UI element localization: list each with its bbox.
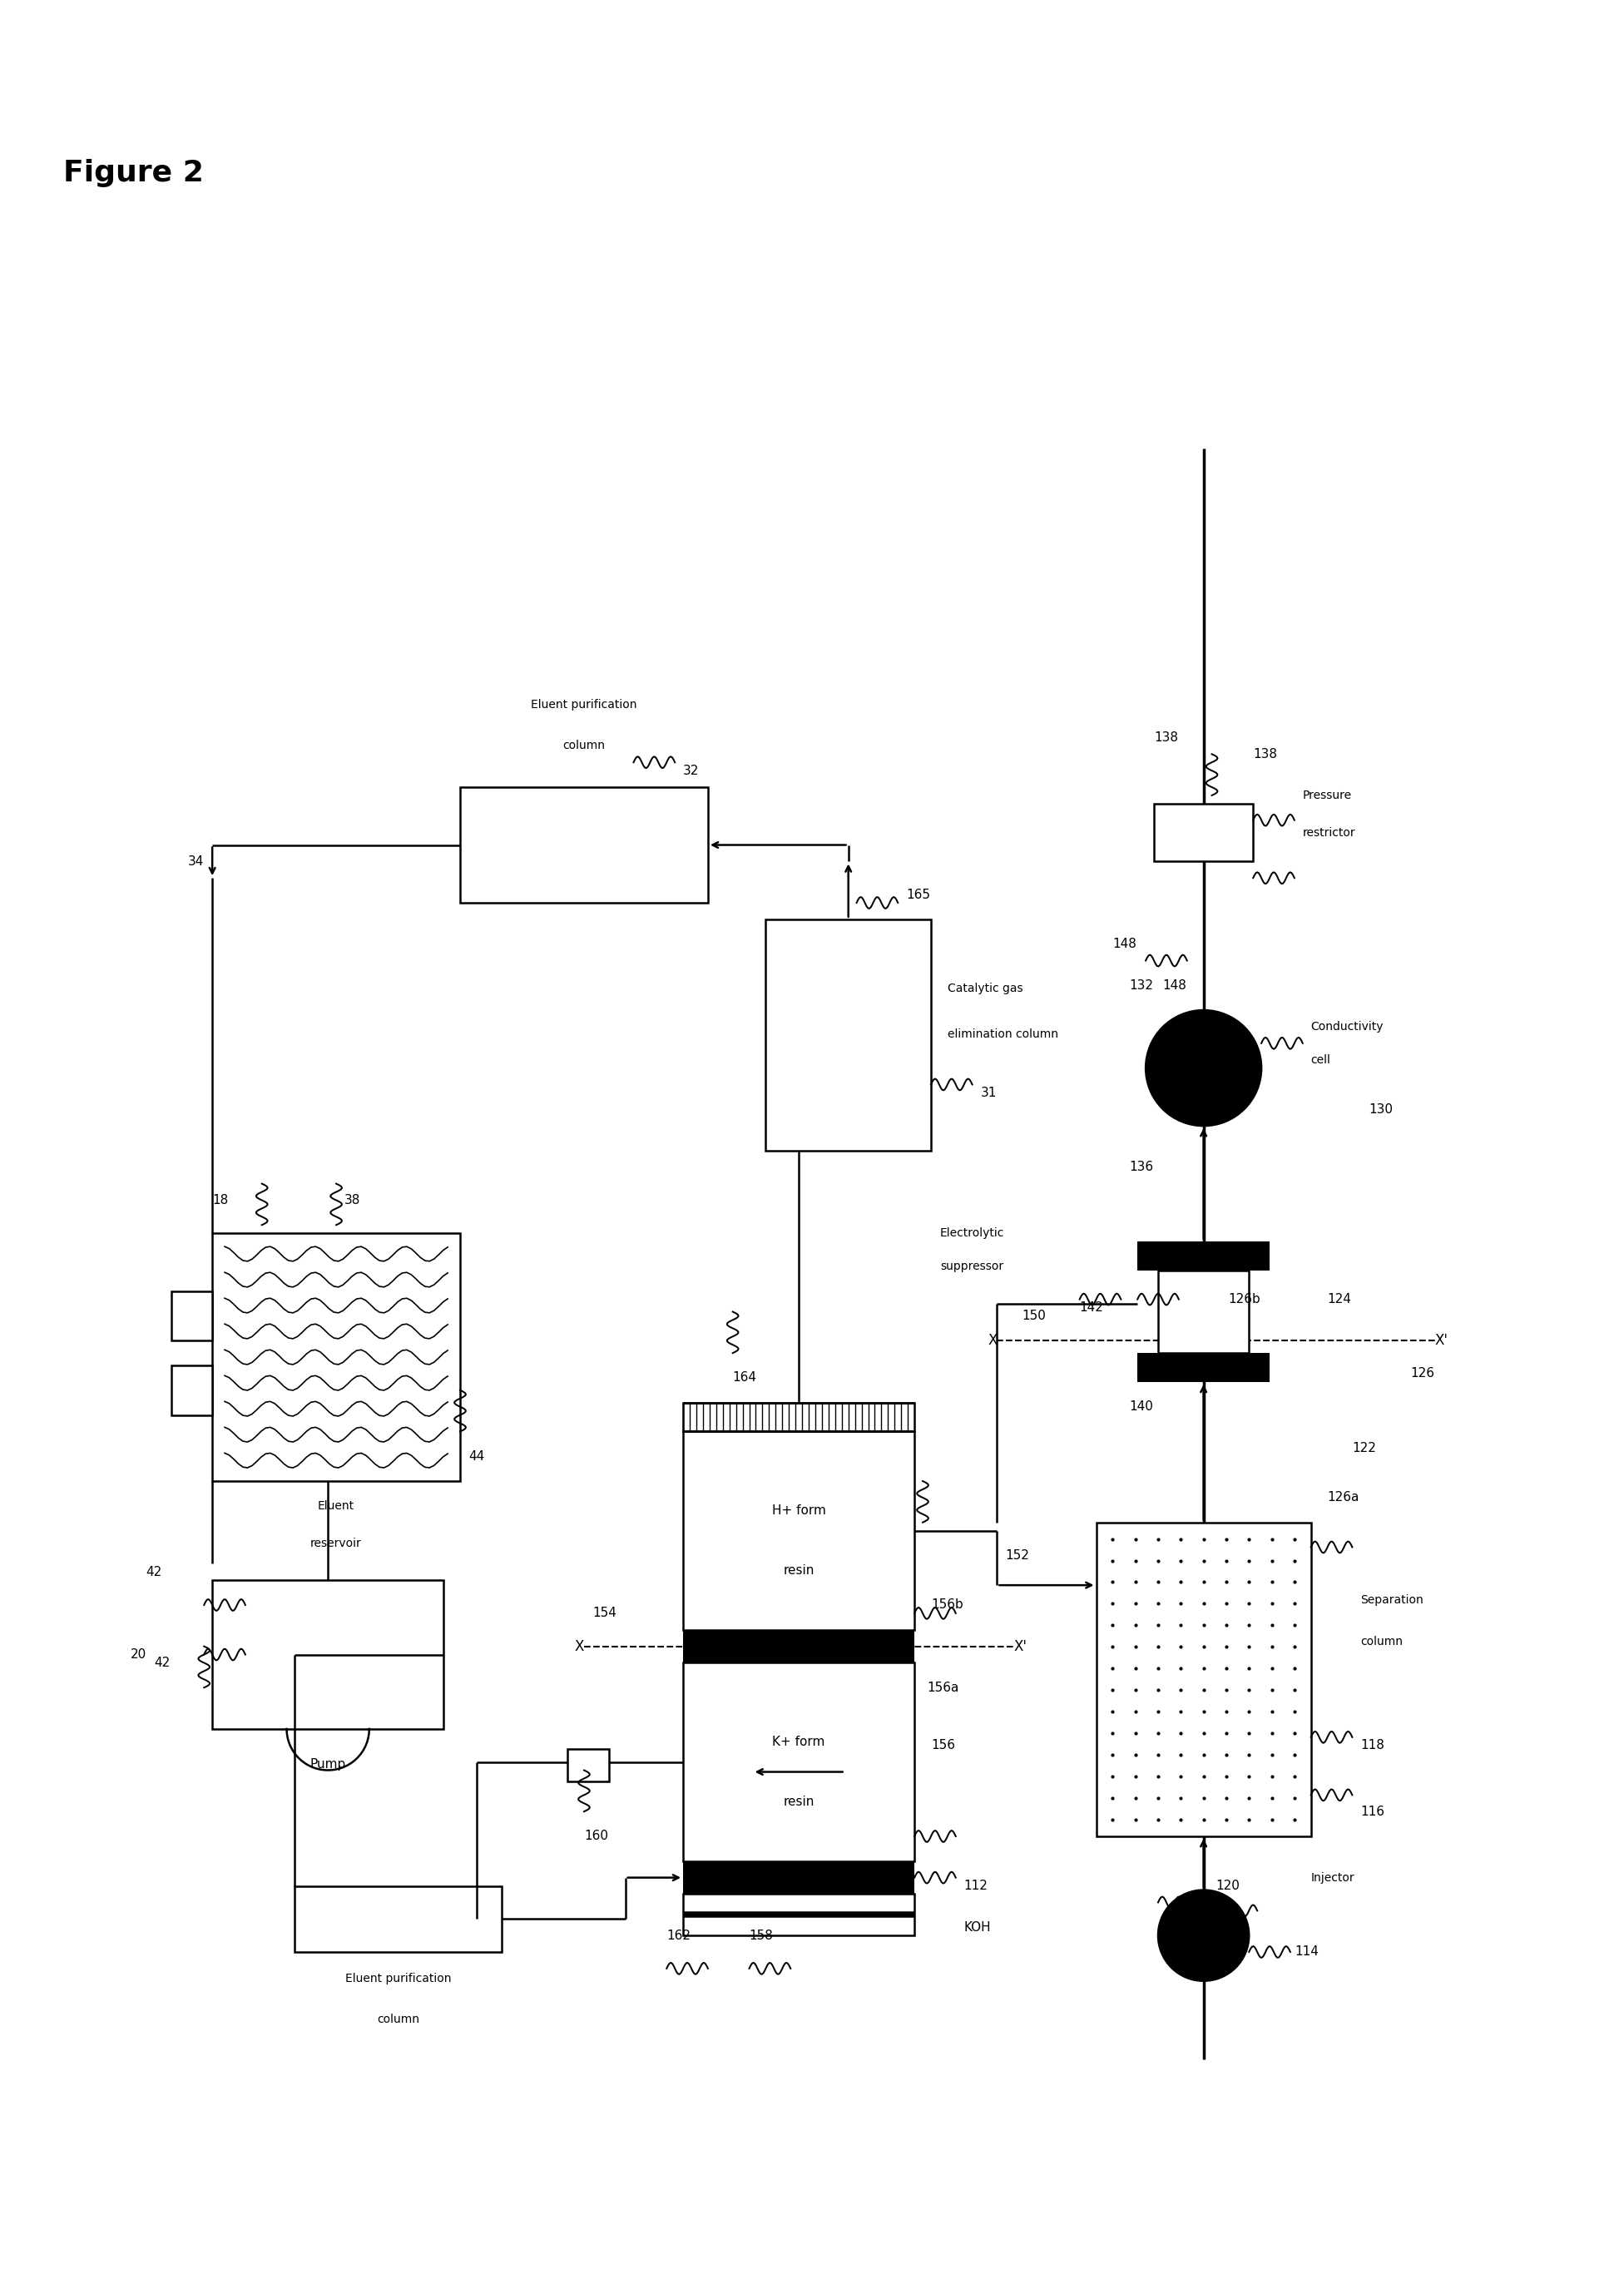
Text: resin: resin [783, 1565, 814, 1576]
Text: H+ form: H+ form [771, 1505, 825, 1517]
Bar [684, 1630, 914, 1662]
Text: 158: 158 [749, 1928, 773, 1942]
Text: Eluent purification: Eluent purification [531, 698, 637, 709]
Text: 148: 148 [1163, 980, 1186, 991]
Text: cell: cell [1311, 1053, 1330, 1067]
Text: 34: 34 [187, 855, 203, 869]
Bar [1155, 803, 1254, 862]
Text: 38: 38 [344, 1194, 361, 1207]
Text: X': X' [1436, 1333, 1449, 1348]
Text: 162: 162 [666, 1928, 690, 1942]
Text: 144: 144 [1155, 1360, 1177, 1371]
Text: reservoir: reservoir [310, 1537, 362, 1549]
Text: Pressure: Pressure [1302, 789, 1351, 800]
Text: 42: 42 [146, 1567, 162, 1578]
Text: Separation: Separation [1361, 1594, 1424, 1605]
Text: 148: 148 [1112, 937, 1137, 951]
Bar [1137, 1353, 1270, 1383]
Text: 114: 114 [1294, 1947, 1319, 1958]
Bar [171, 1292, 213, 1342]
Bar [213, 1580, 443, 1728]
Text: 130: 130 [1369, 1103, 1393, 1117]
Text: 32: 32 [684, 764, 700, 778]
Text: suppressor: suppressor [940, 1260, 1004, 1271]
Text: resin: resin [783, 1796, 814, 1808]
Text: 31: 31 [981, 1087, 997, 1098]
Bar [460, 787, 708, 903]
Text: 138: 138 [1155, 732, 1177, 744]
Text: 116: 116 [1361, 1806, 1385, 1817]
Text: 136: 136 [1129, 1162, 1153, 1173]
Text: restrictor: restrictor [1302, 828, 1356, 839]
Text: Pump: Pump [310, 1758, 346, 1771]
Text: 165: 165 [906, 889, 931, 901]
Bar [213, 1233, 460, 1480]
Text: 126: 126 [1410, 1367, 1434, 1380]
Text: 142: 142 [1080, 1301, 1104, 1314]
Text: X: X [987, 1333, 997, 1348]
Circle shape [1158, 1890, 1249, 1981]
Text: 122: 122 [1353, 1442, 1376, 1455]
Text: K+ form: K+ form [773, 1735, 825, 1749]
Text: 120: 120 [1216, 1881, 1241, 1892]
Text: X': X' [1013, 1640, 1026, 1653]
Bar [1158, 1271, 1249, 1353]
Text: KOH: KOH [965, 1922, 991, 1933]
Text: column: column [377, 2015, 419, 2026]
Text: Electrolytic: Electrolytic [940, 1228, 1004, 1239]
Text: 118: 118 [1361, 1740, 1385, 1751]
Text: 160: 160 [585, 1831, 607, 1842]
Text: 156b: 156b [931, 1599, 963, 1612]
Bar [567, 1749, 609, 1783]
Bar [1096, 1521, 1311, 1837]
Bar [684, 1662, 914, 1860]
Text: column: column [1361, 1635, 1403, 1646]
Text: 154: 154 [593, 1608, 615, 1619]
Bar [1137, 1242, 1270, 1271]
Text: 44: 44 [468, 1451, 484, 1462]
Text: 150: 150 [1021, 1310, 1046, 1321]
Text: 156: 156 [931, 1740, 955, 1751]
Bar [296, 1885, 502, 1951]
Text: 112: 112 [965, 1881, 987, 1892]
Text: Injector: Injector [1311, 1872, 1354, 1883]
Text: elimination column: elimination column [947, 1028, 1059, 1039]
Text: 138: 138 [1254, 748, 1276, 760]
Text: 140: 140 [1129, 1401, 1153, 1412]
Text: 20: 20 [130, 1649, 146, 1660]
Bar [171, 1364, 213, 1414]
Bar [684, 1894, 914, 1935]
Text: Figure 2: Figure 2 [63, 159, 205, 186]
Text: 152: 152 [1005, 1549, 1030, 1562]
Text: 42: 42 [154, 1655, 171, 1669]
Text: Catalytic gas: Catalytic gas [947, 982, 1023, 994]
Text: Eluent: Eluent [318, 1501, 354, 1512]
Text: 164: 164 [732, 1371, 757, 1385]
Circle shape [1145, 1010, 1262, 1126]
Text: Eluent purification: Eluent purification [346, 1972, 451, 1985]
Text: X: X [575, 1640, 585, 1653]
Text: 124: 124 [1327, 1294, 1351, 1305]
Bar [684, 1403, 914, 1433]
Text: 156a: 156a [927, 1680, 958, 1694]
Bar [684, 1433, 914, 1630]
Text: 126b: 126b [1228, 1294, 1260, 1305]
Text: 126a: 126a [1327, 1492, 1359, 1503]
Text: 132: 132 [1129, 980, 1153, 991]
Bar [684, 1860, 914, 1894]
Bar [767, 919, 931, 1151]
Text: column: column [564, 739, 606, 753]
Text: 18: 18 [213, 1194, 229, 1207]
Text: Conductivity: Conductivity [1311, 1021, 1384, 1032]
